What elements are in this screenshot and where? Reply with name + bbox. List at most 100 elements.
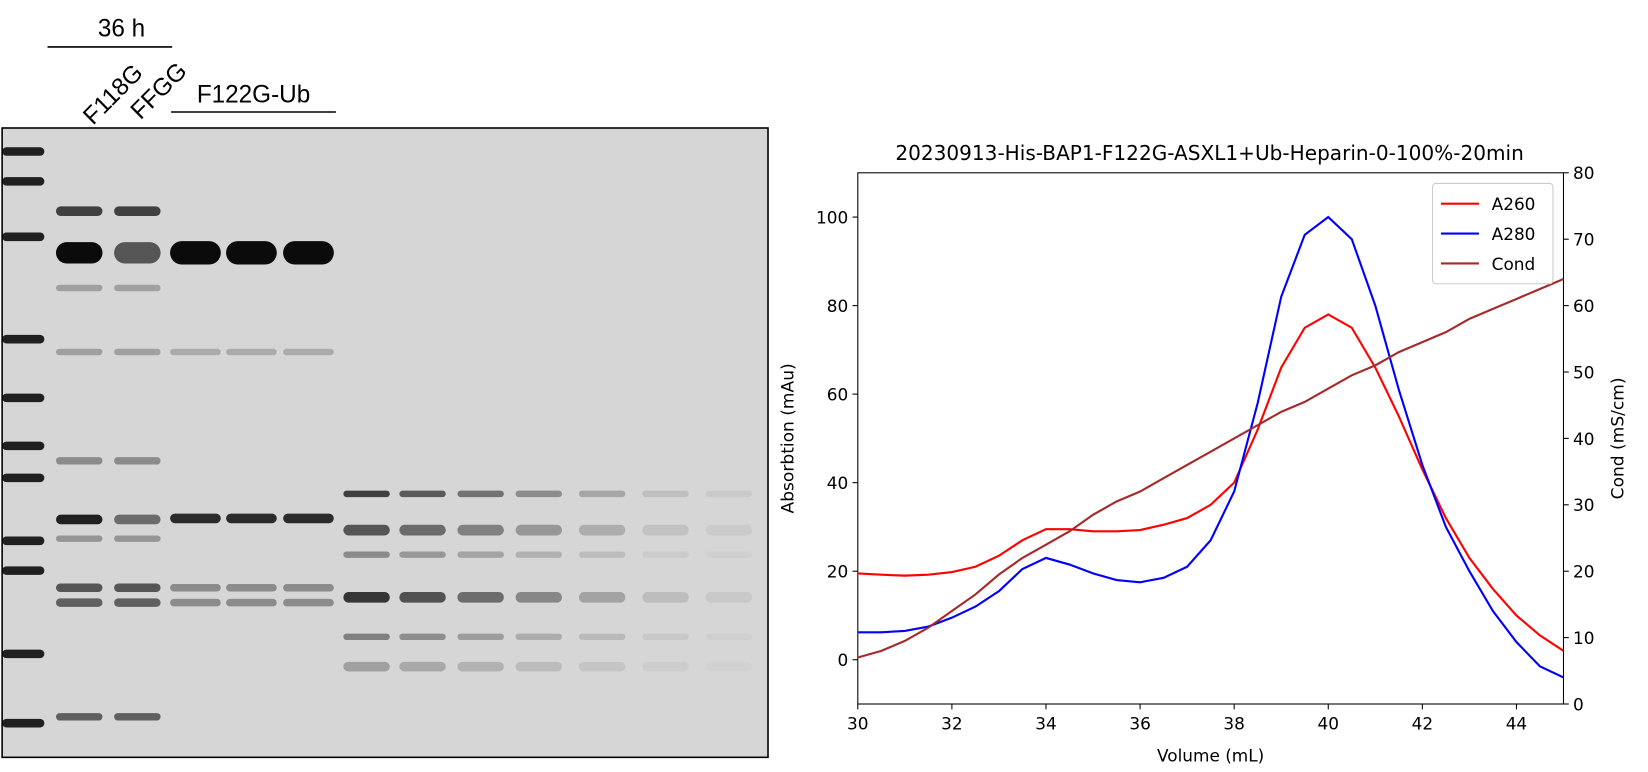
- series-line: [857, 278, 1564, 659]
- gel-band: [399, 551, 446, 558]
- gel-band: [343, 661, 390, 672]
- gel-band: [578, 524, 626, 536]
- gel-band: [114, 598, 161, 607]
- gel-band: [515, 524, 563, 536]
- gel-panel: 36 h F118G FFGG F122G-Ub: [1, 15, 769, 759]
- gel-band: [2, 536, 45, 546]
- gel-band: [114, 514, 161, 525]
- gel-band: [55, 514, 103, 525]
- y2-tick-label: 10: [1573, 629, 1594, 649]
- legend-label: Cond: [1492, 255, 1536, 275]
- gel-band: [283, 513, 334, 524]
- gel-band: [114, 583, 161, 592]
- gel-band: [55, 206, 103, 216]
- gel-band: [399, 633, 446, 640]
- gel-band: [2, 441, 45, 451]
- gel-band: [399, 661, 446, 672]
- y-tick-label: 80: [827, 297, 848, 317]
- gel-band: [706, 634, 752, 640]
- gel-band: [343, 490, 390, 498]
- gel-band: [457, 490, 504, 498]
- y2-tick-label: 70: [1573, 231, 1594, 251]
- x-tick-label: 40: [1318, 715, 1339, 735]
- gel-band: [226, 241, 277, 265]
- y-tick-label: 20: [827, 563, 848, 583]
- gel-band: [170, 241, 221, 265]
- y2-tick-label: 80: [1573, 164, 1594, 184]
- gel-band: [578, 490, 626, 498]
- gel-band: [515, 551, 563, 558]
- gel-band: [2, 649, 45, 659]
- gel-band: [55, 242, 103, 264]
- gel-band: [114, 457, 161, 465]
- y2-tick-label: 0: [1573, 695, 1584, 715]
- gel-band: [399, 524, 446, 536]
- gel-band: [578, 592, 626, 603]
- y-tick-label: 40: [827, 474, 848, 494]
- gel-band: [226, 598, 277, 607]
- gel-band: [114, 284, 161, 292]
- gel-band: [642, 490, 689, 498]
- gel-band: [515, 490, 563, 498]
- gel-band: [55, 583, 103, 592]
- legend-label: A260: [1492, 195, 1536, 215]
- gel-band: [170, 584, 221, 592]
- gel-band: [457, 592, 504, 603]
- gel-band: [515, 633, 563, 640]
- y-tick-label: 100: [816, 208, 848, 228]
- x-tick-label: 36: [1129, 715, 1150, 735]
- gel-band: [170, 513, 221, 524]
- gel-band: [457, 551, 504, 558]
- gel-band: [114, 206, 161, 216]
- y2-tick-label: 20: [1573, 563, 1594, 583]
- gel-band: [2, 393, 45, 403]
- legend-box: [1431, 182, 1554, 285]
- series-line: [857, 215, 1564, 679]
- gel-band: [457, 661, 504, 672]
- y2-axis-label: Cond (mS/cm): [1609, 377, 1629, 499]
- gel-band: [515, 592, 563, 603]
- gel-band: [343, 524, 390, 536]
- gel-band: [578, 633, 626, 640]
- gel-band: [642, 524, 689, 536]
- gel-band: [114, 348, 161, 356]
- gel-band: [170, 598, 221, 607]
- gel-band: [283, 598, 334, 607]
- gel-band: [642, 551, 689, 558]
- gel-band: [457, 633, 504, 640]
- gel-band: [705, 592, 753, 603]
- y2-tick-label: 30: [1573, 496, 1594, 516]
- x-tick-label: 34: [1035, 715, 1056, 735]
- x-tick-label: 42: [1412, 715, 1433, 735]
- gel-band: [2, 177, 45, 186]
- y-tick-label: 0: [838, 651, 849, 671]
- x-tick-label: 44: [1506, 715, 1527, 735]
- gel-band: [343, 592, 390, 603]
- chart-title: 20230913-His-BAP1-F122G-ASXL1+Ub-Heparin…: [895, 141, 1523, 165]
- gel-band: [2, 334, 45, 344]
- gel-band: [283, 241, 334, 265]
- gel-band: [55, 348, 103, 356]
- gel-band: [705, 524, 753, 536]
- x-tick-label: 38: [1223, 715, 1244, 735]
- gel-band: [2, 147, 45, 156]
- legend-label: A280: [1492, 225, 1536, 245]
- gel-band: [2, 566, 45, 575]
- gel-band: [642, 633, 689, 640]
- gel-band: [55, 457, 103, 465]
- x-tick-label: 32: [941, 715, 962, 735]
- gel-band: [578, 661, 626, 672]
- gel-band: [226, 584, 277, 592]
- y2-tick-label: 60: [1573, 297, 1594, 317]
- gel-band: [399, 592, 446, 603]
- gel-band: [55, 535, 103, 542]
- gel-band: [226, 348, 277, 356]
- gel-band: [343, 633, 390, 640]
- gel-band: [515, 661, 563, 672]
- gel-band: [706, 662, 752, 672]
- gel-band: [114, 242, 161, 264]
- group-label: F122G-Ub: [197, 81, 310, 108]
- time-label: 36 h: [98, 15, 145, 42]
